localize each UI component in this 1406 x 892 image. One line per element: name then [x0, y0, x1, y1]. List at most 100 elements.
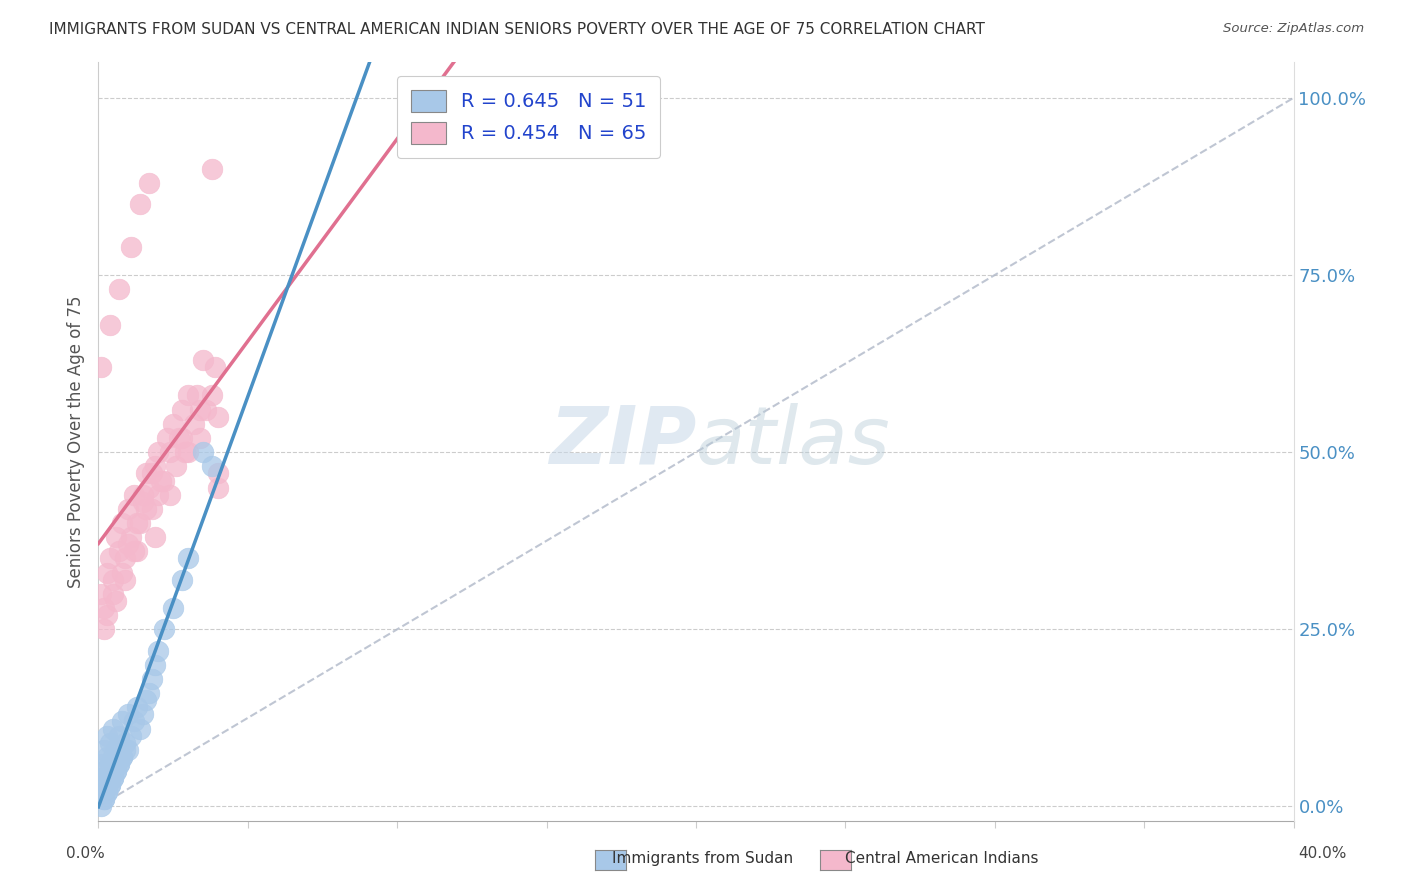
Point — [191, 445, 214, 459]
Point — [124, 714, 146, 729]
Point — [138, 686, 160, 700]
Point — [120, 729, 142, 743]
Point — [141, 672, 163, 686]
Point — [177, 388, 200, 402]
Text: Central American Indians: Central American Indians — [845, 851, 1039, 865]
Point — [108, 282, 131, 296]
Point — [117, 743, 139, 757]
Point — [124, 544, 146, 558]
Point — [153, 623, 176, 637]
Point — [148, 488, 170, 502]
Legend: R = 0.645   N = 51, R = 0.454   N = 65: R = 0.645 N = 51, R = 0.454 N = 65 — [396, 76, 661, 158]
Text: atlas: atlas — [696, 402, 891, 481]
Point — [111, 516, 134, 530]
Point — [132, 707, 155, 722]
Point — [156, 431, 179, 445]
Point — [111, 750, 134, 764]
Point — [167, 431, 190, 445]
Point — [98, 778, 122, 792]
Text: 0.0%: 0.0% — [66, 847, 105, 861]
Point — [172, 431, 194, 445]
Point — [93, 764, 115, 778]
Y-axis label: Seniors Poverty Over the Age of 75: Seniors Poverty Over the Age of 75 — [66, 295, 84, 588]
Point — [114, 736, 136, 750]
Point — [129, 197, 152, 211]
Point — [177, 445, 200, 459]
Point — [98, 736, 122, 750]
Point — [98, 778, 122, 792]
Point — [98, 551, 122, 566]
Point — [103, 573, 125, 587]
Text: 40.0%: 40.0% — [1299, 847, 1347, 861]
Point — [90, 785, 112, 799]
Point — [127, 700, 149, 714]
Point — [120, 240, 142, 254]
Point — [162, 417, 184, 431]
Point — [90, 771, 112, 785]
Point — [153, 474, 176, 488]
Point — [188, 431, 211, 445]
Point — [135, 501, 157, 516]
Point — [174, 445, 197, 459]
Point — [111, 714, 134, 729]
Point — [162, 601, 184, 615]
Point — [186, 388, 208, 402]
Point — [111, 750, 134, 764]
Point — [159, 445, 181, 459]
Point — [108, 756, 131, 771]
Point — [93, 778, 115, 792]
Point — [124, 488, 146, 502]
Point — [96, 566, 118, 580]
Point — [201, 459, 224, 474]
Text: Source: ZipAtlas.com: Source: ZipAtlas.com — [1223, 22, 1364, 36]
Point — [135, 467, 157, 481]
Point — [117, 707, 139, 722]
Point — [103, 750, 125, 764]
Point — [90, 756, 112, 771]
Point — [141, 467, 163, 481]
Point — [138, 176, 160, 190]
Point — [201, 388, 224, 402]
Text: Immigrants from Sudan: Immigrants from Sudan — [613, 851, 793, 865]
Point — [93, 792, 115, 806]
Point — [132, 488, 155, 502]
Point — [172, 573, 194, 587]
Point — [103, 771, 125, 785]
Point — [96, 729, 118, 743]
Point — [90, 587, 112, 601]
Point — [103, 587, 125, 601]
Point — [127, 544, 149, 558]
Point — [204, 360, 226, 375]
Point — [105, 743, 128, 757]
Point — [129, 722, 152, 736]
Text: ZIP: ZIP — [548, 402, 696, 481]
Point — [150, 474, 173, 488]
Point — [207, 409, 229, 424]
Point — [207, 481, 229, 495]
Point — [120, 530, 142, 544]
Point — [93, 623, 115, 637]
Point — [132, 495, 155, 509]
Point — [148, 643, 170, 657]
Point — [93, 743, 115, 757]
Point — [177, 551, 200, 566]
Point — [165, 459, 187, 474]
Point — [103, 722, 125, 736]
Point — [183, 417, 205, 431]
Point — [108, 756, 131, 771]
Point — [127, 516, 149, 530]
Point — [98, 318, 122, 332]
Point — [114, 743, 136, 757]
Point — [96, 771, 118, 785]
Point — [159, 488, 181, 502]
Point — [143, 657, 166, 672]
Point — [96, 608, 118, 623]
Point — [108, 729, 131, 743]
Point — [117, 501, 139, 516]
Point — [108, 544, 131, 558]
Point — [195, 402, 218, 417]
Point — [129, 516, 152, 530]
Point — [105, 594, 128, 608]
Point — [201, 161, 224, 176]
Point — [105, 530, 128, 544]
